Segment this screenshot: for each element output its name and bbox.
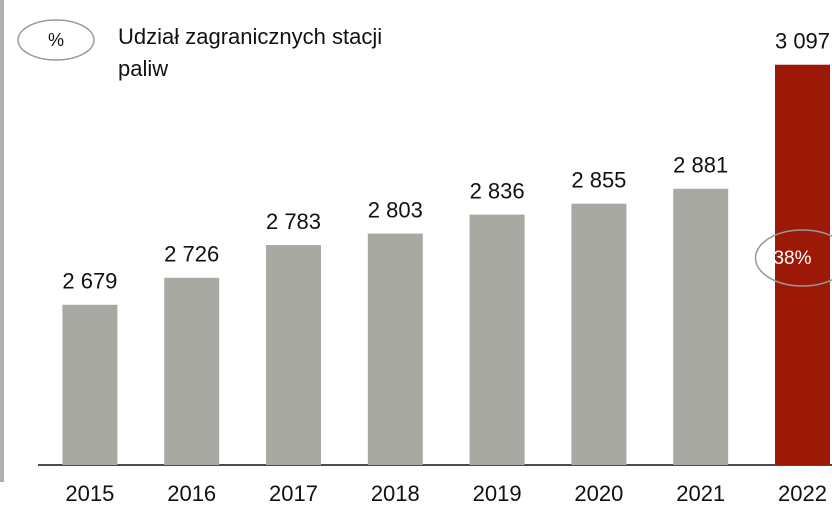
value-label: 2 783 [266, 209, 321, 234]
x-tick-label: 2020 [574, 481, 623, 506]
x-tick-label: 2022 [778, 481, 827, 506]
bar [266, 245, 321, 465]
value-label: 2 679 [62, 269, 117, 294]
x-tick-label: 2019 [473, 481, 522, 506]
bar [367, 233, 423, 465]
value-label: 3 097 [775, 29, 830, 54]
x-tick-label: 2018 [371, 481, 420, 506]
legend-text: Udział zagranicznych stacji [118, 24, 382, 49]
bar [673, 188, 729, 466]
value-label: 2 881 [673, 153, 728, 178]
annotation: 38% [773, 248, 811, 269]
x-tick-label: 2017 [269, 481, 318, 506]
bar [469, 214, 525, 465]
value-label: 2 855 [571, 168, 626, 193]
bar [164, 277, 220, 465]
value-label: 2 836 [470, 178, 525, 203]
bar [571, 203, 627, 465]
value-label: 2 803 [368, 197, 423, 222]
legend-text: paliw [118, 56, 168, 81]
x-tick-label: 2016 [167, 481, 216, 506]
annotation-ellipse [754, 229, 832, 287]
value-label: 2 726 [164, 242, 219, 267]
x-tick-label: 2021 [676, 481, 725, 506]
bar [775, 64, 830, 466]
bar [62, 304, 118, 465]
legend-symbol: % [48, 30, 64, 50]
x-tick-label: 2015 [65, 481, 114, 506]
side-strip [0, 0, 4, 482]
legend-ellipse [17, 19, 95, 61]
